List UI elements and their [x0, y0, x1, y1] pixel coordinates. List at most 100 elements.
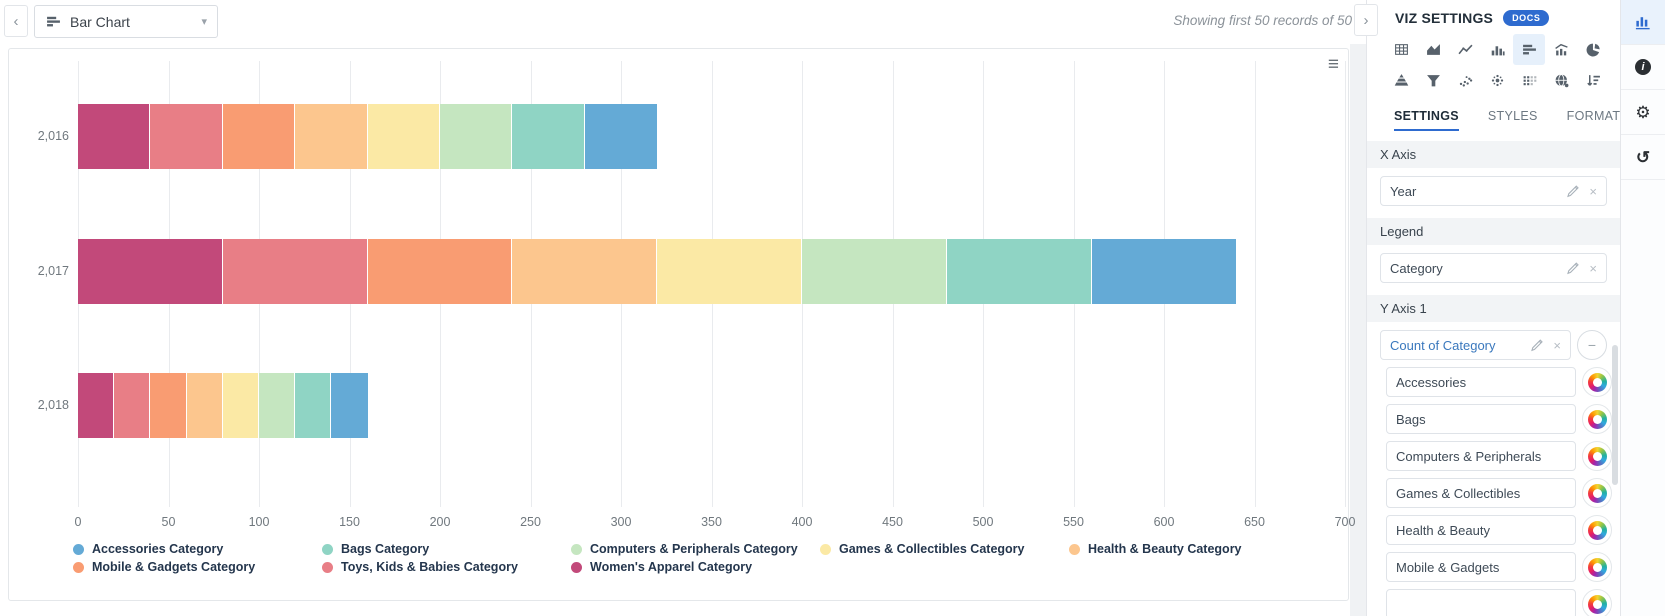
tab-format[interactable]: FORMAT — [1566, 109, 1620, 123]
panel-collapse-button[interactable]: › — [1354, 4, 1378, 36]
bar-segment[interactable] — [114, 373, 151, 438]
series-accessories[interactable]: Accessories — [1386, 367, 1576, 397]
scatter-cluster-icon[interactable] — [1481, 65, 1513, 96]
chart-menu-icon[interactable]: ≡ — [1327, 54, 1339, 75]
series-games-collectibles[interactable]: Games & Collectibles — [1386, 478, 1576, 508]
bar-segment[interactable] — [331, 373, 368, 438]
field-year[interactable]: Year × — [1380, 176, 1607, 206]
right-toolbar: i ⚙ ↺ — [1620, 0, 1665, 616]
legend-item[interactable]: Toys, Kids & Babies Category — [322, 559, 571, 575]
remove-axis-button[interactable]: − — [1577, 330, 1607, 360]
docs-badge[interactable]: DOCS — [1503, 10, 1550, 26]
color-wheel-button[interactable] — [1582, 404, 1612, 434]
bar-segment[interactable] — [367, 104, 440, 169]
bar-segment[interactable] — [367, 239, 513, 304]
bar-segment[interactable] — [258, 373, 296, 438]
legend-item[interactable]: Computers & Peripherals Category — [571, 541, 820, 557]
legend-dot-icon — [571, 543, 582, 555]
gridline — [1254, 61, 1256, 507]
color-wheel-button[interactable] — [1582, 478, 1612, 508]
chart-card: ≡ 2,016 2,017 2,018 0 50 100 150 200 250 300 350 4… — [8, 48, 1355, 601]
color-wheel-button[interactable] — [1582, 589, 1612, 616]
legend-item[interactable]: Mobile & Gadgets Category — [73, 559, 322, 575]
legend-item[interactable]: Bags Category — [322, 541, 571, 557]
bar-segment[interactable] — [150, 104, 223, 169]
remove-field-icon[interactable]: × — [1553, 337, 1561, 353]
map-globe-icon[interactable] — [1545, 65, 1577, 96]
tab-settings[interactable]: SETTINGS — [1394, 109, 1459, 131]
pie-chart-icon[interactable] — [1577, 34, 1609, 65]
collapse-left-button[interactable]: ‹ — [4, 5, 28, 37]
legend-item[interactable]: Health & Beauty Category — [1069, 541, 1318, 557]
legend-dot-icon — [322, 543, 333, 555]
settings-icon[interactable]: ⚙ — [1621, 90, 1665, 135]
legend-item[interactable]: Women's Apparel Category — [571, 559, 820, 575]
panel-scrollbar[interactable] — [1612, 345, 1618, 485]
area-chart-icon[interactable] — [1417, 34, 1449, 65]
color-wheel-button[interactable] — [1582, 441, 1612, 471]
series-row-partial — [1386, 589, 1612, 616]
pyramid-chart-icon[interactable] — [1385, 65, 1417, 96]
series-health-beauty[interactable]: Health & Beauty — [1386, 515, 1576, 545]
bar-segment[interactable] — [1091, 239, 1237, 304]
funnel-chart-icon[interactable] — [1417, 65, 1449, 96]
color-wheel-icon — [1587, 557, 1607, 577]
remove-field-icon[interactable]: × — [1589, 260, 1597, 276]
series-bags[interactable]: Bags — [1386, 404, 1576, 434]
table-icon[interactable] — [1385, 34, 1417, 65]
stacked-bar-2016 — [78, 104, 658, 169]
bar-segment[interactable] — [78, 239, 223, 304]
series-mobile-gadgets[interactable]: Mobile & Gadgets — [1386, 552, 1576, 582]
edit-pencil-icon[interactable] — [1530, 338, 1544, 352]
bar-segment[interactable] — [295, 373, 332, 438]
series-computers-peripherals[interactable]: Computers & Peripherals — [1386, 441, 1576, 471]
field-row: Count of Category × − — [1380, 330, 1607, 360]
history-icon[interactable]: ↺ — [1621, 135, 1665, 180]
bar-segment[interactable] — [295, 104, 368, 169]
chart-panel-icon[interactable] — [1621, 0, 1665, 45]
bar-segment[interactable] — [439, 104, 513, 169]
bar-segment[interactable] — [78, 104, 151, 169]
color-wheel-button[interactable] — [1582, 367, 1612, 397]
color-wheel-button[interactable] — [1582, 552, 1612, 582]
stacked-bar-2018 — [78, 373, 368, 438]
bar-segment[interactable] — [222, 239, 368, 304]
line-chart-icon[interactable] — [1449, 34, 1481, 65]
legend-dot-icon — [820, 543, 831, 555]
records-count-note: Showing first 50 records of 50 — [1173, 13, 1352, 28]
bar-segment[interactable] — [78, 373, 115, 438]
field-count-of-category[interactable]: Count of Category × — [1380, 330, 1571, 360]
bar-chart-horizontal-icon[interactable] — [1513, 34, 1545, 65]
bar-segment[interactable] — [657, 239, 802, 304]
bar-segment[interactable] — [512, 104, 585, 169]
edit-pencil-icon[interactable] — [1566, 184, 1580, 198]
bar-segment[interactable] — [222, 373, 259, 438]
legend-item[interactable]: Accessories Category — [73, 541, 322, 557]
bar-segment[interactable] — [946, 239, 1092, 304]
dot-matrix-icon[interactable] — [1513, 65, 1545, 96]
chart-type-dropdown[interactable]: Bar Chart ▾ — [34, 5, 218, 38]
sort-ranking-icon[interactable] — [1577, 65, 1609, 96]
section-header-y-axis-1: Y Axis 1 — [1367, 295, 1620, 322]
tab-styles[interactable]: STYLES — [1487, 109, 1538, 123]
series-partial[interactable] — [1386, 589, 1576, 616]
edit-pencil-icon[interactable] — [1566, 261, 1580, 275]
remove-field-icon[interactable]: × — [1589, 183, 1597, 199]
scatter-plot-icon[interactable] — [1449, 65, 1481, 96]
color-wheel-button[interactable] — [1582, 515, 1612, 545]
bar-chart-vertical-icon[interactable] — [1481, 34, 1513, 65]
field-category[interactable]: Category × — [1380, 253, 1607, 283]
bar-segment[interactable] — [150, 373, 187, 438]
bar-segment[interactable] — [512, 239, 658, 304]
bar-segment[interactable] — [222, 104, 296, 169]
x-axis-tick-label: 150 — [339, 515, 360, 529]
x-axis-tick-label: 600 — [1153, 515, 1175, 529]
bar-segment[interactable] — [801, 239, 947, 304]
bar-segment[interactable] — [584, 104, 658, 169]
bar-segment[interactable] — [186, 373, 223, 438]
legend-item[interactable]: Games & Collectibles Category — [820, 541, 1069, 557]
series-label: Accessories — [1396, 374, 1467, 390]
combo-chart-icon[interactable] — [1545, 34, 1577, 65]
legend-dot-icon — [73, 543, 84, 555]
info-icon[interactable]: i — [1621, 45, 1665, 90]
